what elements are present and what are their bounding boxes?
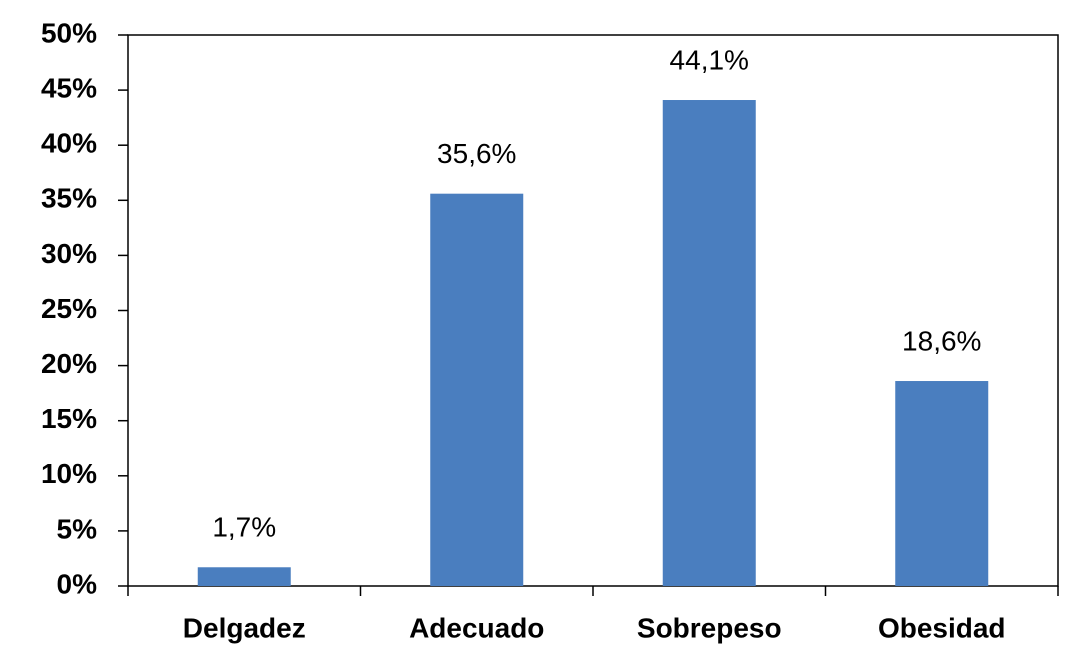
bar bbox=[662, 100, 756, 586]
value-label: 44,1% bbox=[670, 44, 749, 75]
y-tick-label: 0% bbox=[57, 568, 98, 599]
y-tick-label: 5% bbox=[57, 513, 98, 544]
y-tick-label: 15% bbox=[41, 403, 97, 434]
value-label: 18,6% bbox=[902, 325, 981, 356]
y-tick-label: 20% bbox=[41, 348, 97, 379]
y-tick-label: 10% bbox=[41, 458, 97, 489]
y-tick-label: 45% bbox=[41, 72, 97, 103]
bar bbox=[197, 567, 291, 586]
y-tick-label: 25% bbox=[41, 293, 97, 324]
y-tick-label: 30% bbox=[41, 238, 97, 269]
x-tick-label: Adecuado bbox=[409, 612, 544, 643]
x-tick-label: Sobrepeso bbox=[637, 612, 782, 643]
y-tick-label: 40% bbox=[41, 128, 97, 159]
bar bbox=[895, 381, 989, 586]
bar bbox=[430, 193, 524, 587]
value-label: 35,6% bbox=[437, 138, 516, 169]
y-tick-label: 50% bbox=[41, 17, 97, 48]
x-tick-label: Obesidad bbox=[878, 612, 1006, 643]
x-tick-label: Delgadez bbox=[183, 612, 306, 643]
value-label: 1,7% bbox=[212, 512, 276, 543]
y-tick-label: 35% bbox=[41, 183, 97, 214]
